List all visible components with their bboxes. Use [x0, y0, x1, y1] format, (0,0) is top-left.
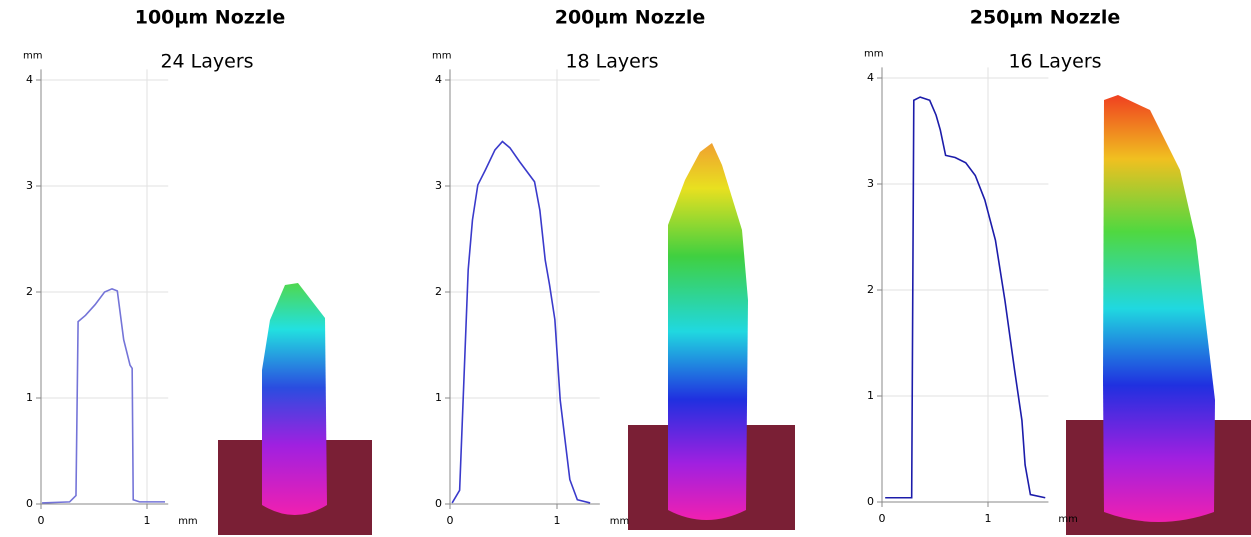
render-1 — [218, 283, 372, 535]
page: {"chart_data": [ {"type": "line", "title… — [0, 0, 1251, 537]
x-axis-label: mm — [178, 516, 197, 527]
y-axis-label: mm — [432, 50, 451, 61]
render-2 — [628, 143, 795, 530]
y-tick-label: 3 — [867, 177, 874, 190]
x-axis-label: mm — [610, 516, 629, 527]
y-axis-label: mm — [23, 50, 42, 61]
y-tick-label: 2 — [867, 283, 874, 296]
y-tick-label: 0 — [435, 497, 442, 510]
chart-subtitle: 16 Layers — [1008, 51, 1101, 73]
figure: 100µm Nozzle 24 Layers 0 1 2 3 4 0 1 mm mm 200µm No… — [0, 0, 1251, 537]
x-tick-label: 0 — [38, 514, 45, 527]
y-tick-label: 1 — [435, 391, 442, 404]
y-tick-label: 3 — [435, 179, 442, 192]
x-tick-label: 0 — [879, 512, 886, 525]
profile-line — [885, 97, 1045, 498]
render-pillar — [262, 283, 327, 515]
y-tick-label: 2 — [26, 285, 33, 298]
render-pillar — [668, 143, 748, 520]
y-tick-label: 4 — [26, 73, 33, 86]
y-axis-label: mm — [864, 48, 883, 59]
chart-subtitle: 24 Layers — [160, 51, 253, 73]
render-pillar — [1103, 95, 1215, 522]
y-tick-label: 0 — [867, 495, 874, 508]
y-tick-label: 4 — [867, 71, 874, 84]
profile-line — [452, 141, 590, 502]
x-tick-label: 1 — [554, 514, 561, 527]
y-tick-label: 1 — [867, 389, 874, 402]
chart-subtitle: 18 Layers — [565, 51, 658, 73]
render-3 — [1066, 95, 1251, 535]
x-axis-label: mm — [1058, 514, 1077, 525]
y-tick-label: 4 — [435, 73, 442, 86]
chart-title: 200µm Nozzle — [555, 7, 706, 29]
y-tick-label: 3 — [26, 179, 33, 192]
y-tick-label: 0 — [26, 497, 33, 510]
chart-title: 100µm Nozzle — [135, 7, 286, 29]
y-tick-label: 1 — [26, 391, 33, 404]
x-tick-label: 1 — [144, 514, 151, 527]
x-tick-label: 1 — [985, 512, 992, 525]
chart-title: 250µm Nozzle — [970, 7, 1121, 29]
y-tick-label: 2 — [435, 285, 442, 298]
x-tick-label: 0 — [447, 514, 454, 527]
